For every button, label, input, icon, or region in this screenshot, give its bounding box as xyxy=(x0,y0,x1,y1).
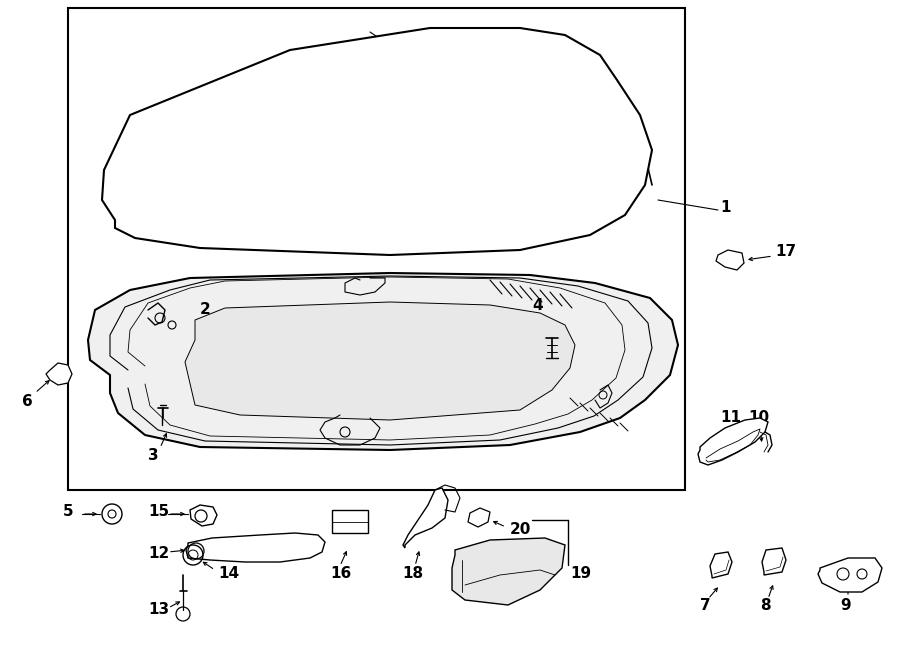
Text: 6: 6 xyxy=(22,395,32,410)
Polygon shape xyxy=(762,548,786,575)
Text: 5: 5 xyxy=(63,504,74,520)
Text: 1: 1 xyxy=(720,200,731,215)
Polygon shape xyxy=(403,488,448,548)
Text: 10: 10 xyxy=(748,410,770,426)
Text: 11: 11 xyxy=(720,410,741,426)
Text: 3: 3 xyxy=(148,447,158,463)
Polygon shape xyxy=(332,510,368,533)
Text: 20: 20 xyxy=(510,522,531,537)
Text: 2: 2 xyxy=(200,303,211,317)
Polygon shape xyxy=(698,418,768,465)
Bar xyxy=(68,8,685,490)
Polygon shape xyxy=(710,552,732,578)
Text: 4: 4 xyxy=(532,297,543,313)
Polygon shape xyxy=(46,363,72,385)
Text: 9: 9 xyxy=(840,598,850,613)
Polygon shape xyxy=(818,558,882,592)
Polygon shape xyxy=(185,302,575,420)
Polygon shape xyxy=(88,273,678,450)
Text: 7: 7 xyxy=(700,598,711,613)
Text: 14: 14 xyxy=(218,566,239,580)
Text: 17: 17 xyxy=(775,245,796,260)
Polygon shape xyxy=(468,508,490,527)
Polygon shape xyxy=(190,505,217,526)
Text: 19: 19 xyxy=(570,566,591,580)
Text: 18: 18 xyxy=(402,566,423,580)
Text: 15: 15 xyxy=(148,504,169,520)
Polygon shape xyxy=(186,533,325,562)
Polygon shape xyxy=(716,250,744,270)
Polygon shape xyxy=(452,538,565,605)
Text: 8: 8 xyxy=(760,598,770,613)
Text: 13: 13 xyxy=(148,602,169,617)
Text: 16: 16 xyxy=(330,566,351,580)
Polygon shape xyxy=(102,28,652,255)
Text: 12: 12 xyxy=(148,545,169,561)
